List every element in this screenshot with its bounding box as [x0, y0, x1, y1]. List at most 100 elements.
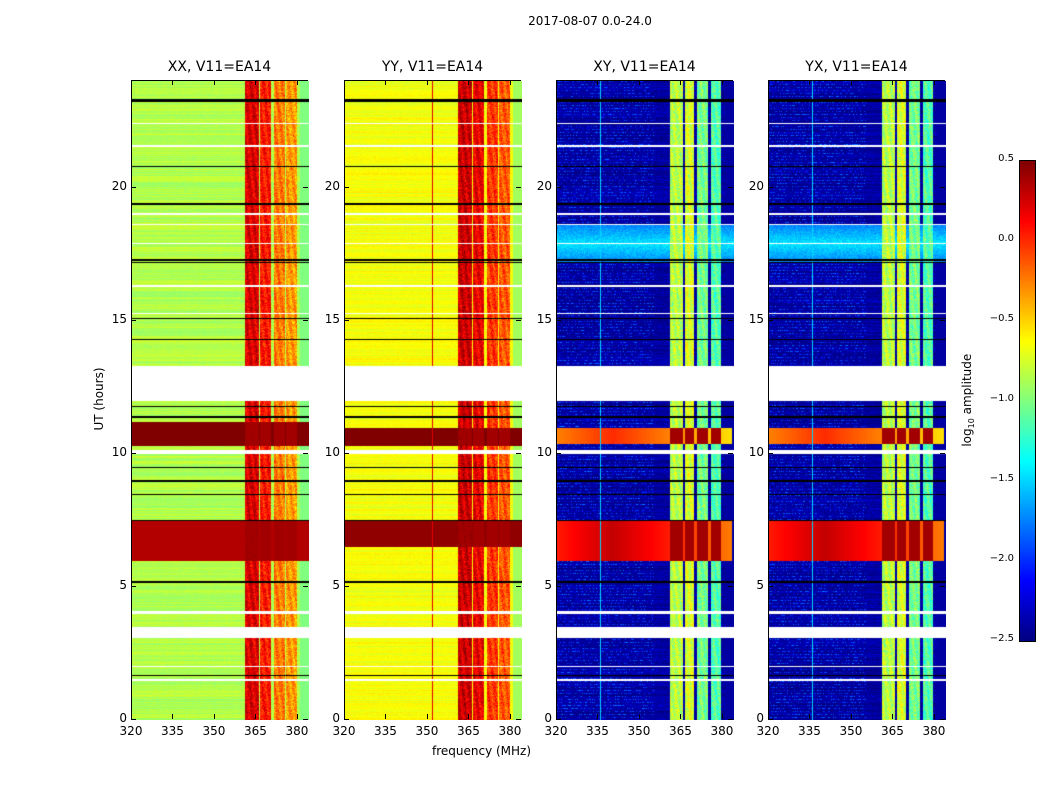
x-tick-label: 365: [669, 724, 692, 738]
y-tick-mark: [728, 585, 733, 587]
y-tick-mark: [303, 319, 308, 321]
x-tick-mark: [131, 714, 132, 719]
x-tick-label: 350: [627, 724, 651, 738]
x-tick-mark: [850, 80, 852, 85]
x-tick-mark: [809, 80, 811, 85]
y-tick-mark: [303, 186, 308, 188]
x-tick-mark: [296, 714, 298, 719]
x-tick-mark: [509, 714, 511, 719]
panel-title: XX, V11=EA14: [167, 59, 272, 75]
y-tick-mark: [768, 186, 773, 188]
y-tick-mark: [556, 452, 561, 454]
y-tick-label: 15: [536, 311, 552, 326]
x-tick-mark: [344, 80, 345, 85]
colorbar-label-rest: amplitude: [959, 353, 974, 419]
panel-title: XY, V11=EA14: [593, 59, 696, 75]
heatmap-image: [557, 81, 734, 720]
x-tick-mark: [131, 80, 132, 85]
x-tick-mark: [892, 80, 894, 85]
x-tick-mark: [721, 714, 723, 719]
x-tick-label: 365: [244, 724, 267, 738]
colorbar-tick-label: −1.5: [989, 473, 1014, 484]
heatmap-panel-0: [131, 80, 309, 720]
y-tick-mark: [344, 186, 349, 188]
y-tick-mark: [344, 319, 349, 321]
x-tick-mark: [768, 80, 769, 85]
y-tick-mark: [728, 186, 733, 188]
x-tick-label: 380: [922, 724, 946, 738]
y-tick-label: 5: [544, 577, 552, 592]
y-tick-mark: [768, 585, 773, 587]
heatmap-image: [132, 81, 309, 720]
y-tick-mark: [303, 452, 308, 454]
x-tick-label: 350: [839, 724, 863, 738]
x-tick-mark: [638, 80, 640, 85]
x-tick-mark: [255, 714, 257, 719]
x-tick-mark: [385, 714, 387, 719]
x-tick-mark: [556, 714, 557, 719]
y-tick-mark: [516, 319, 521, 321]
y-tick-mark: [516, 452, 521, 454]
x-tick-mark: [468, 714, 470, 719]
y-tick-label: 5: [119, 577, 127, 592]
x-tick-mark: [509, 80, 511, 85]
y-tick-mark: [131, 452, 136, 454]
x-tick-mark: [172, 80, 174, 85]
y-tick-mark: [940, 452, 945, 454]
y-tick-label: 0: [332, 711, 340, 725]
x-tick-mark: [213, 714, 215, 719]
y-tick-mark: [768, 452, 773, 454]
x-tick-label: 365: [881, 724, 904, 738]
colorbar-label-log: log: [959, 428, 974, 447]
panel-title: YX, V11=EA14: [805, 59, 908, 75]
y-tick-mark: [940, 719, 945, 720]
y-tick-mark: [940, 585, 945, 587]
x-tick-mark: [296, 80, 298, 85]
x-tick-label: 380: [285, 724, 309, 738]
x-tick-mark: [680, 714, 682, 719]
colorbar-tick-label: −0.5: [989, 313, 1014, 324]
x-tick-mark: [680, 80, 682, 85]
y-tick-mark: [131, 319, 136, 321]
x-tick-mark: [892, 714, 894, 719]
heatmap-panel-3: [768, 80, 946, 720]
colorbar-tick-label: 0.0: [998, 233, 1014, 244]
x-tick-label: 380: [710, 724, 734, 738]
y-tick-mark: [556, 719, 561, 720]
y-tick-label: 20: [536, 178, 552, 193]
y-tick-mark: [303, 719, 308, 720]
y-tick-label: 10: [324, 444, 340, 459]
y-tick-label: 10: [111, 444, 127, 459]
y-tick-mark: [728, 319, 733, 321]
x-tick-label: 380: [498, 724, 522, 738]
x-tick-label: 335: [161, 724, 184, 738]
x-tick-label: 320: [756, 724, 780, 738]
y-tick-mark: [728, 452, 733, 454]
colorbar-tick-label: 0.5: [998, 153, 1014, 164]
y-tick-mark: [131, 719, 136, 720]
x-tick-mark: [768, 714, 769, 719]
y-tick-mark: [344, 452, 349, 454]
y-tick-mark: [516, 585, 521, 587]
x-tick-mark: [597, 80, 599, 85]
panel-title: YY, V11=EA14: [381, 59, 484, 75]
y-axis-label: UT (hours): [92, 367, 106, 431]
y-tick-label: 15: [111, 311, 127, 326]
y-tick-mark: [768, 719, 773, 720]
x-tick-mark: [556, 80, 557, 85]
y-tick-mark: [940, 319, 945, 321]
x-tick-mark: [426, 80, 428, 85]
y-tick-mark: [516, 719, 521, 720]
figure-title: 2017-08-07 0.0-24.0: [528, 14, 652, 28]
x-tick-mark: [213, 80, 215, 85]
x-tick-label: 335: [586, 724, 609, 738]
y-tick-label: 10: [536, 444, 552, 459]
x-axis-label: frequency (MHz): [432, 744, 532, 758]
x-tick-mark: [638, 714, 640, 719]
x-tick-mark: [255, 80, 257, 85]
colorbar: [1019, 160, 1036, 642]
y-tick-label: 15: [748, 311, 764, 326]
x-tick-label: 365: [457, 724, 480, 738]
y-tick-mark: [344, 585, 349, 587]
